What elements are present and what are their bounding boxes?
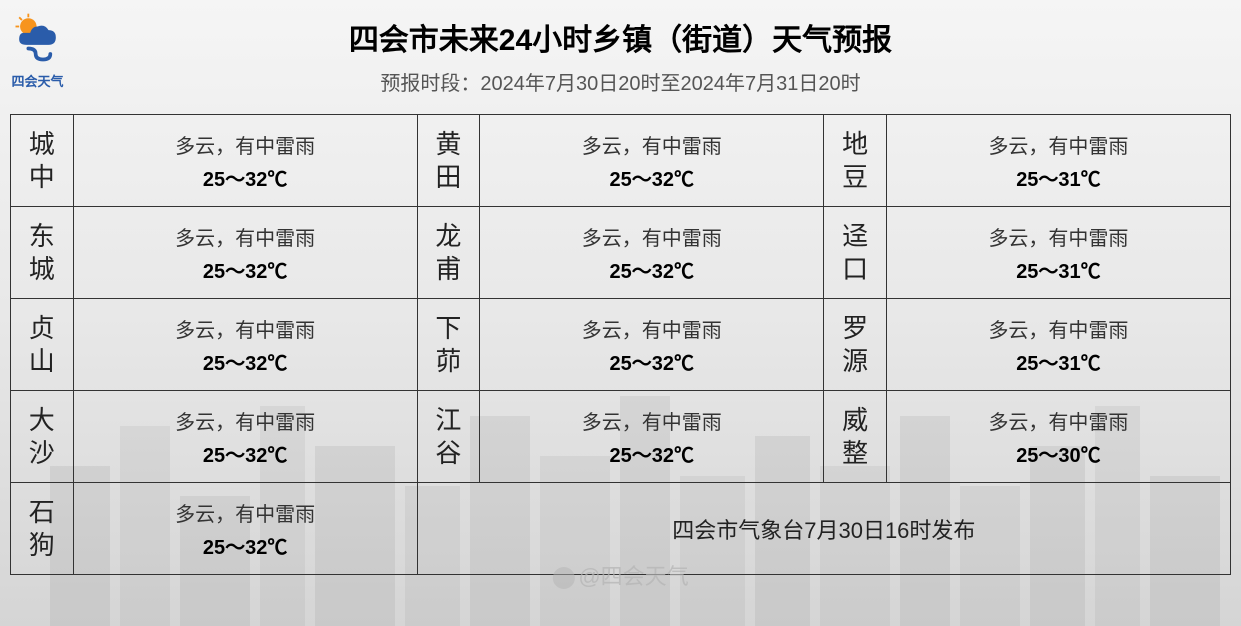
town-name-cell: 黄田 xyxy=(417,115,480,207)
temperature-range: 25～32℃ xyxy=(74,255,417,284)
forecast-cell: 多云，有中雷雨 25～32℃ xyxy=(480,207,824,299)
temperature-range: 25～31℃ xyxy=(887,255,1230,284)
forecast-cell: 多云，有中雷雨 25～32℃ xyxy=(480,299,824,391)
temperature-range: 25～32℃ xyxy=(74,347,417,376)
town-name-cell: 迳口 xyxy=(824,207,887,299)
forecast-cell: 多云，有中雷雨 25～32℃ xyxy=(73,391,417,483)
town-name-cell: 下茆 xyxy=(417,299,480,391)
forecast-cell: 多云，有中雷雨 25～31℃ xyxy=(886,207,1230,299)
temperature-range: 25～32℃ xyxy=(480,347,823,376)
temperature-range: 25～32℃ xyxy=(74,531,417,560)
forecast-period: 预报时段：2024年7月30日20时至2024年7月31日20时 xyxy=(10,67,1231,96)
publish-info: 四会市气象台7月30日16时发布 xyxy=(417,483,1230,575)
weather-description: 多云，有中雷雨 xyxy=(74,130,417,159)
table-row: 石狗多云，有中雷雨 25～32℃四会市气象台7月30日16时发布 xyxy=(11,483,1231,575)
forecast-cell: 多云，有中雷雨 25～31℃ xyxy=(886,115,1230,207)
weather-description: 多云，有中雷雨 xyxy=(480,130,823,159)
temperature-range: 25～32℃ xyxy=(74,163,417,192)
town-name-cell: 江谷 xyxy=(417,391,480,483)
temperature-range: 25～32℃ xyxy=(480,255,823,284)
table-row: 大沙多云，有中雷雨25～32℃江谷多云，有中雷雨25～32℃威整多云，有中雷雨2… xyxy=(11,391,1231,483)
temperature-range: 25～32℃ xyxy=(74,439,417,468)
weather-description: 多云，有中雷雨 xyxy=(887,314,1230,343)
weather-forecast-table: 城中多云，有中雷雨25～32℃黄田多云，有中雷雨25～32℃地豆多云，有中雷雨2… xyxy=(10,114,1231,575)
weather-description: 多云，有中雷雨 xyxy=(74,498,417,527)
logo-text: 四会天气 xyxy=(10,71,65,90)
table-row: 贞山多云，有中雷雨25～32℃下茆多云，有中雷雨25～32℃罗源多云，有中雷雨2… xyxy=(11,299,1231,391)
logo-container: 四会天气 xyxy=(10,10,65,90)
town-name-cell: 地豆 xyxy=(824,115,887,207)
town-name-cell: 威整 xyxy=(824,391,887,483)
town-name-cell: 城中 xyxy=(11,115,74,207)
forecast-cell: 多云，有中雷雨 25～32℃ xyxy=(73,483,417,575)
weather-logo-icon xyxy=(10,10,65,65)
weather-description: 多云，有中雷雨 xyxy=(74,406,417,435)
temperature-range: 25～30℃ xyxy=(887,439,1230,468)
forecast-cell: 多云，有中雷雨 25～32℃ xyxy=(480,391,824,483)
town-name-cell: 龙甫 xyxy=(417,207,480,299)
weather-description: 多云，有中雷雨 xyxy=(480,222,823,251)
weather-description: 多云，有中雷雨 xyxy=(480,314,823,343)
forecast-cell: 多云，有中雷雨 25～30℃ xyxy=(886,391,1230,483)
weather-description: 多云，有中雷雨 xyxy=(480,406,823,435)
forecast-cell: 多云，有中雷雨 25～32℃ xyxy=(73,299,417,391)
forecast-cell: 多云，有中雷雨 25～32℃ xyxy=(73,115,417,207)
page-title: 四会市未来24小时乡镇（街道）天气预报 xyxy=(10,15,1231,59)
weather-description: 多云，有中雷雨 xyxy=(74,222,417,251)
forecast-cell: 多云，有中雷雨 25～31℃ xyxy=(886,299,1230,391)
forecast-cell: 多云，有中雷雨 25～32℃ xyxy=(480,115,824,207)
temperature-range: 25～32℃ xyxy=(480,439,823,468)
weather-description: 多云，有中雷雨 xyxy=(887,130,1230,159)
weather-description: 多云，有中雷雨 xyxy=(74,314,417,343)
table-row: 城中多云，有中雷雨25～32℃黄田多云，有中雷雨25～32℃地豆多云，有中雷雨2… xyxy=(11,115,1231,207)
temperature-range: 25～32℃ xyxy=(480,163,823,192)
weather-description: 多云，有中雷雨 xyxy=(887,222,1230,251)
temperature-range: 25～31℃ xyxy=(887,347,1230,376)
town-name-cell: 东城 xyxy=(11,207,74,299)
temperature-range: 25～31℃ xyxy=(887,163,1230,192)
town-name-cell: 贞山 xyxy=(11,299,74,391)
table-row: 东城多云，有中雷雨25～32℃龙甫多云，有中雷雨25～32℃迳口多云，有中雷雨2… xyxy=(11,207,1231,299)
weather-description: 多云，有中雷雨 xyxy=(887,406,1230,435)
forecast-cell: 多云，有中雷雨 25～32℃ xyxy=(73,207,417,299)
town-name-cell: 石狗 xyxy=(11,483,74,575)
town-name-cell: 大沙 xyxy=(11,391,74,483)
town-name-cell: 罗源 xyxy=(824,299,887,391)
